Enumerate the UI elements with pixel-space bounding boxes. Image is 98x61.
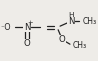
Text: H: H [68, 12, 74, 18]
Text: CH₃: CH₃ [83, 17, 97, 26]
Text: O: O [59, 35, 66, 44]
Text: O: O [24, 39, 30, 48]
Text: ⁻O: ⁻O [1, 23, 11, 32]
Text: +: + [27, 20, 33, 26]
Text: N: N [68, 17, 74, 26]
Text: CH₃: CH₃ [73, 41, 87, 50]
Text: N: N [24, 23, 30, 32]
